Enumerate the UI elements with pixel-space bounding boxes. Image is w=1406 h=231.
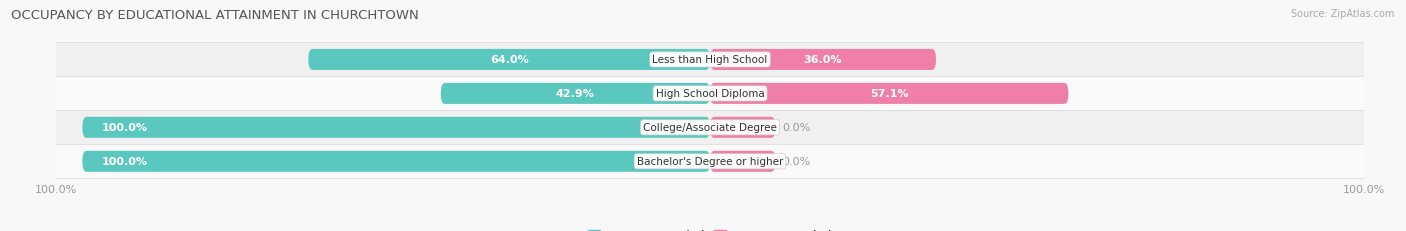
Text: 0.0%: 0.0% [782,157,810,167]
FancyBboxPatch shape [710,117,776,138]
FancyBboxPatch shape [710,50,936,71]
FancyBboxPatch shape [308,50,710,71]
Text: 42.9%: 42.9% [555,89,595,99]
Text: High School Diploma: High School Diploma [655,89,765,99]
Bar [56,77,1364,111]
Text: Less than High School: Less than High School [652,55,768,65]
FancyBboxPatch shape [710,83,1069,104]
Text: 36.0%: 36.0% [804,55,842,65]
Bar [56,43,1364,77]
Text: OCCUPANCY BY EDUCATIONAL ATTAINMENT IN CHURCHTOWN: OCCUPANCY BY EDUCATIONAL ATTAINMENT IN C… [11,9,419,22]
Text: 0.0%: 0.0% [782,123,810,133]
Text: Bachelor's Degree or higher: Bachelor's Degree or higher [637,157,783,167]
FancyBboxPatch shape [83,151,710,172]
FancyBboxPatch shape [710,151,776,172]
Text: 57.1%: 57.1% [870,89,908,99]
FancyBboxPatch shape [83,117,710,138]
FancyBboxPatch shape [440,83,710,104]
Text: 64.0%: 64.0% [489,55,529,65]
Text: College/Associate Degree: College/Associate Degree [643,123,778,133]
Text: 100.0%: 100.0% [103,157,148,167]
Bar [56,111,1364,145]
Text: 100.0%: 100.0% [103,123,148,133]
Text: Source: ZipAtlas.com: Source: ZipAtlas.com [1291,9,1395,19]
Legend: Owner-occupied, Renter-occupied: Owner-occupied, Renter-occupied [583,224,837,231]
Bar [56,145,1364,179]
